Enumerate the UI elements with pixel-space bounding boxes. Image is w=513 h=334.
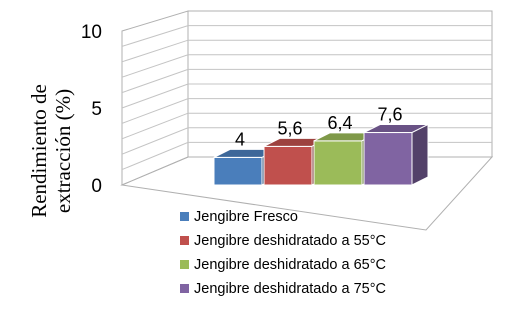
gridline (121, 112, 492, 140)
legend-label: Jengibre Fresco (194, 209, 298, 225)
y-tick-label: 5 (91, 99, 102, 120)
bar-front (213, 156, 263, 186)
legend-label: Jengibre deshidratado a 75°C (194, 281, 386, 297)
legend-label: Jengibre deshidratado a 65°C (194, 257, 386, 273)
legend-item: Jengibre deshidratado a 75°C (180, 281, 386, 297)
gridline (121, 83, 492, 109)
legend-swatch (180, 236, 189, 245)
legend: Jengibre Fresco Jengibre deshidratado a 5… (180, 209, 386, 297)
legend-label: Jengibre deshidratado a 55°C (194, 233, 386, 249)
bars (213, 123, 429, 186)
grid (120, 10, 494, 231)
bar-side (411, 123, 429, 186)
gridline (121, 25, 492, 47)
side-wall (121, 10, 189, 186)
y-tick-label: 10 (81, 22, 102, 43)
data-label: 4 (235, 129, 245, 149)
bar-front (363, 132, 413, 186)
gridline (121, 98, 492, 124)
data-label: 6,4 (327, 113, 352, 133)
legend-item: Jengibre deshidratado a 65°C (180, 257, 386, 273)
y-tick-label: 0 (91, 176, 102, 197)
bar-front (263, 145, 313, 186)
gridline (121, 39, 492, 63)
legend-swatch (180, 212, 189, 221)
data-labels: 4 5,6 6,4 7,6 (235, 105, 403, 150)
gridline (121, 68, 492, 94)
data-label: 5,6 (277, 118, 302, 138)
gridline (121, 54, 492, 78)
legend-item: Jengibre deshidratado a 55°C (180, 233, 386, 249)
y-axis-label-line-2: extracción (%) (51, 89, 75, 213)
data-label: 7,6 (377, 105, 402, 125)
bar (363, 123, 429, 186)
legend-swatch (180, 284, 189, 293)
legend-swatch (180, 260, 189, 269)
floor (120, 156, 494, 231)
bar-front (313, 140, 363, 186)
y-axis-label-line-1: Rendimiento de (27, 84, 51, 218)
legend-item: Jengibre Fresco (180, 209, 298, 225)
y-axis-ticks: 0 5 10 (81, 22, 102, 197)
